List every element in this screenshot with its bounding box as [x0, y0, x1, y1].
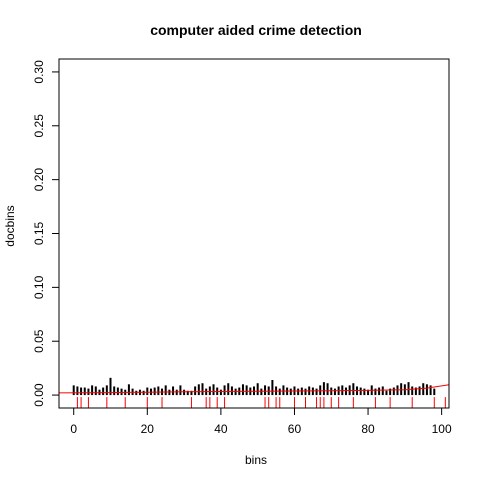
x-tick-label: 0 — [70, 422, 77, 436]
y-tick-label: 0.10 — [32, 275, 46, 299]
x-tick-label: 40 — [214, 422, 228, 436]
x-axis-label: bins — [245, 453, 267, 467]
x-tick-label: 100 — [432, 422, 452, 436]
y-axis-label: docbins — [3, 205, 17, 246]
y-tick-label: 0.15 — [32, 221, 46, 245]
x-tick-label: 60 — [288, 422, 302, 436]
y-tick-label: 0.05 — [32, 329, 46, 353]
chart-title: computer aided crime detection — [150, 22, 362, 38]
y-tick-label: 0.30 — [32, 60, 46, 84]
trend-line — [58, 384, 450, 394]
y-tick-label: 0.00 — [32, 383, 46, 407]
plot-frame — [58, 58, 450, 409]
y-tick-label: 0.25 — [32, 114, 46, 138]
x-tick-label: 80 — [361, 422, 375, 436]
x-tick-label: 20 — [141, 422, 155, 436]
plot-area — [58, 377, 450, 408]
axes: 0 20 40 60 80 100 0.00 0.05 0.10 0.15 0.20 0.25 0.30 — [32, 60, 452, 436]
y-tick-label: 0.20 — [32, 168, 46, 192]
